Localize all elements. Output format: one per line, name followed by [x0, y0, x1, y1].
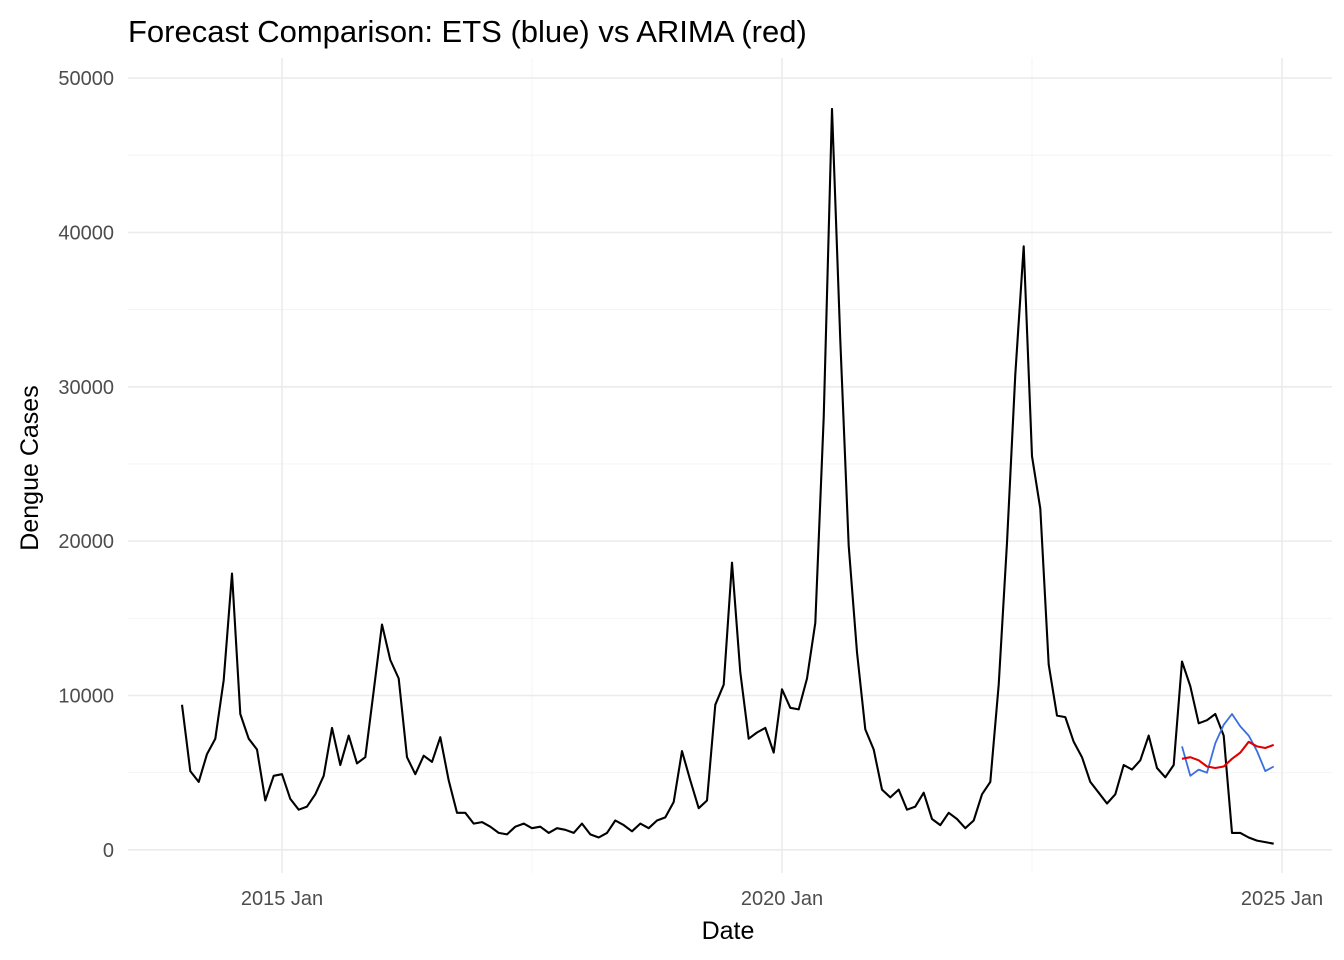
x-tick-label: 2020 Jan [741, 888, 823, 910]
y-tick-label: 50000 [58, 68, 114, 90]
y-tick-label: 30000 [58, 377, 114, 399]
series-layer [180, 107, 1275, 845]
ets-forecast-line [1181, 713, 1275, 777]
x-tick-labels: 2015 Jan 2020 Jan 2025 Jan [241, 888, 1323, 910]
chart-title: Forecast Comparison: ETS (blue) vs ARIMA… [128, 14, 807, 49]
y-tick-label: 10000 [58, 685, 114, 707]
x-tick-label: 2015 Jan [241, 888, 323, 910]
x-axis-title: Date [702, 917, 755, 945]
grid-lines [128, 58, 1332, 873]
y-tick-label: 20000 [58, 531, 114, 553]
y-tick-label: 0 [103, 840, 114, 862]
y-axis-title: Dengue Cases [16, 385, 44, 550]
y-tick-label: 40000 [58, 222, 114, 244]
actual-cases-line [180, 107, 1274, 845]
arima-forecast-line [1181, 740, 1275, 770]
x-tick-label: 2025 Jan [1241, 888, 1323, 910]
y-tick-labels: 0 10000 20000 30000 40000 50000 [58, 68, 114, 862]
